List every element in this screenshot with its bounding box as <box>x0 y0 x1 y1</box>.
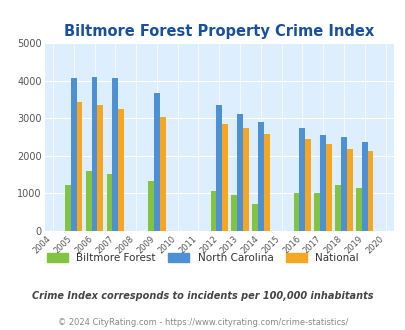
Bar <box>153 93 160 231</box>
Bar <box>85 171 92 231</box>
Bar <box>242 128 248 231</box>
Bar <box>320 135 325 231</box>
Bar <box>160 116 165 231</box>
Bar <box>112 78 118 231</box>
Bar <box>237 114 242 231</box>
Bar <box>325 144 331 231</box>
Bar <box>293 193 299 231</box>
Bar <box>210 191 216 231</box>
Bar <box>107 174 112 231</box>
Bar <box>231 195 237 231</box>
Bar <box>313 193 320 231</box>
Bar <box>346 149 352 231</box>
Bar <box>335 185 340 231</box>
Bar <box>71 78 77 231</box>
Bar <box>263 134 269 231</box>
Bar <box>257 122 263 231</box>
Bar <box>92 77 97 231</box>
Bar <box>367 151 373 231</box>
Bar <box>77 102 82 231</box>
Bar <box>305 139 310 231</box>
Legend: Biltmore Forest, North Carolina, National: Biltmore Forest, North Carolina, Nationa… <box>43 248 362 267</box>
Bar <box>252 204 257 231</box>
Bar <box>97 105 103 231</box>
Bar <box>361 142 367 231</box>
Bar <box>355 188 361 231</box>
Text: Crime Index corresponds to incidents per 100,000 inhabitants: Crime Index corresponds to incidents per… <box>32 291 373 301</box>
Bar <box>222 124 227 231</box>
Bar <box>148 181 153 231</box>
Bar <box>216 105 222 231</box>
Bar <box>118 109 124 231</box>
Bar <box>65 185 71 231</box>
Bar <box>340 137 346 231</box>
Bar <box>299 128 305 231</box>
Title: Biltmore Forest Property Crime Index: Biltmore Forest Property Crime Index <box>64 24 373 39</box>
Text: © 2024 CityRating.com - https://www.cityrating.com/crime-statistics/: © 2024 CityRating.com - https://www.city… <box>58 318 347 327</box>
